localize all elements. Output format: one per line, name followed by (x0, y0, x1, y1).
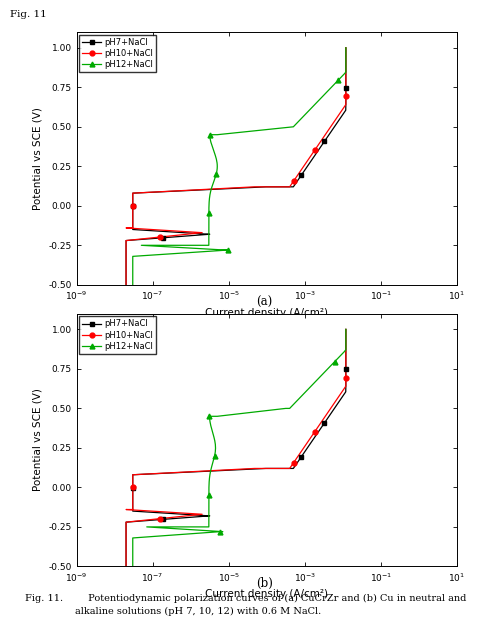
Y-axis label: Potential vs SCE (V): Potential vs SCE (V) (33, 107, 43, 210)
Text: alkaline solutions (pH 7, 10, 12) with 0.6 M NaCl.: alkaline solutions (pH 7, 10, 12) with 0… (25, 607, 321, 616)
Text: Fig. 11.        Potentiodynamic polarization curves of (a) CuCrZr and (b) Cu in : Fig. 11. Potentiodynamic polarization cu… (25, 594, 466, 603)
X-axis label: Current density (A/cm²): Current density (A/cm²) (206, 589, 328, 599)
Y-axis label: Potential vs SCE (V): Potential vs SCE (V) (33, 388, 43, 492)
Text: Fig. 11: Fig. 11 (10, 10, 46, 19)
Text: (a): (a) (256, 296, 272, 308)
Legend: pH7+NaCl, pH10+NaCl, pH12+NaCl: pH7+NaCl, pH10+NaCl, pH12+NaCl (79, 35, 156, 72)
Legend: pH7+NaCl, pH10+NaCl, pH12+NaCl: pH7+NaCl, pH10+NaCl, pH12+NaCl (79, 316, 156, 354)
X-axis label: Current density (A/cm²): Current density (A/cm²) (206, 308, 328, 317)
Text: (b): (b) (256, 577, 273, 590)
